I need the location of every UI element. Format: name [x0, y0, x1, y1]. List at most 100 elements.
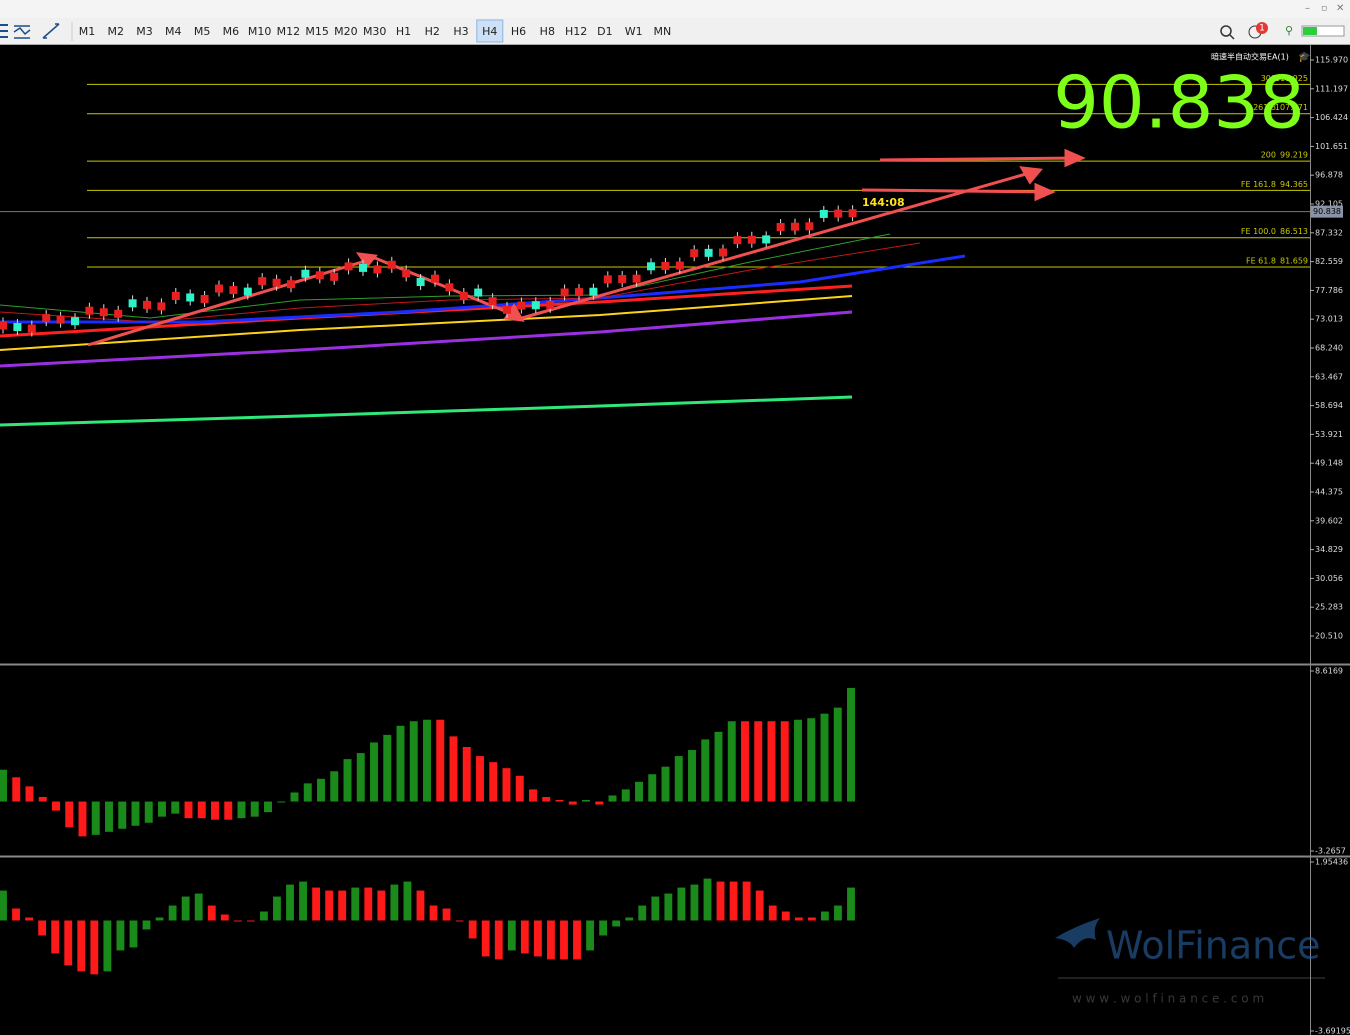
timeframe-button[interactable]: M15 — [305, 25, 329, 38]
timeframe-button[interactable]: M5 — [194, 25, 211, 38]
price-tick-label: 77.786 — [1315, 286, 1343, 295]
close-button[interactable]: ✕ — [1336, 3, 1344, 14]
timeframe-button[interactable]: H4 — [482, 25, 497, 38]
candle-body — [157, 302, 166, 311]
histogram-bar — [103, 920, 112, 972]
histogram-bar — [599, 920, 608, 936]
level-name: 200 — [1261, 151, 1276, 160]
histogram-bar — [38, 920, 47, 936]
histogram-bar — [90, 920, 99, 975]
restore-button[interactable]: ▫ — [1321, 4, 1327, 14]
moving-average — [0, 233, 891, 319]
histogram-bar — [716, 881, 725, 921]
candle-body — [143, 300, 151, 309]
candle-body — [488, 297, 497, 306]
notification-badge — [1256, 22, 1268, 34]
level-name: FE 100.0 — [1241, 227, 1276, 236]
histogram-bar — [224, 801, 233, 820]
current-price-big: 90.838 — [1053, 61, 1305, 145]
histogram-bar — [582, 800, 590, 802]
notification-count: 1 — [1259, 24, 1265, 34]
price-tick-label: 68.240 — [1315, 344, 1343, 353]
tool-icon[interactable] — [0, 24, 8, 38]
timeframe-button[interactable]: M4 — [165, 25, 182, 38]
timeframe-button[interactable]: H2 — [425, 25, 440, 38]
candle-body — [13, 323, 22, 332]
candle-body — [517, 301, 526, 310]
histogram-bar — [755, 890, 764, 921]
histogram-bar — [131, 801, 140, 826]
tool-icon[interactable] — [13, 25, 31, 39]
timeframe-button[interactable]: H12 — [565, 25, 587, 38]
level-name: FE 161.8 — [1241, 180, 1276, 189]
candle-body — [258, 277, 267, 286]
candle-body — [416, 278, 425, 287]
histogram-bar — [312, 887, 321, 921]
timeframe-button[interactable]: M6 — [223, 25, 240, 38]
histogram-bar — [635, 781, 643, 802]
candle-body — [603, 275, 612, 284]
candle-body — [791, 222, 799, 231]
histogram-bar — [621, 789, 630, 802]
timeframe-button[interactable]: M10 — [248, 25, 272, 38]
search-icon — [1229, 34, 1235, 40]
histogram-bar — [264, 801, 272, 813]
histogram-bar — [742, 881, 751, 921]
candle-body — [459, 291, 468, 300]
search-icon[interactable] — [1220, 25, 1232, 37]
histogram-bar — [118, 801, 127, 829]
histogram-bar — [820, 911, 829, 921]
histogram-bar — [91, 801, 100, 835]
histogram-bar — [0, 890, 7, 921]
histogram-bar — [260, 911, 268, 921]
timeframe-button[interactable]: H1 — [396, 25, 411, 38]
candle-body — [373, 265, 382, 274]
histogram-bar — [220, 914, 229, 921]
histogram-bar — [273, 896, 281, 921]
moving-average — [0, 295, 853, 351]
candle-body — [762, 235, 771, 244]
candle-body — [56, 315, 65, 324]
candle-body — [747, 235, 756, 244]
histogram-bar — [820, 713, 829, 802]
histogram-bar — [377, 890, 386, 921]
histogram-bar — [12, 777, 21, 802]
timeframe-button[interactable]: M30 — [363, 25, 387, 38]
histogram-bar — [436, 719, 445, 802]
histogram-bar — [476, 756, 484, 802]
timeframe-button[interactable]: H3 — [453, 25, 468, 38]
candle-body — [330, 272, 339, 281]
timeframe-button[interactable]: M1 — [79, 25, 96, 38]
histogram-bar — [833, 707, 842, 802]
histogram-bar — [184, 801, 193, 819]
candle-body — [171, 291, 180, 300]
timeframe-button[interactable]: H8 — [540, 25, 555, 38]
histogram-bar — [727, 721, 736, 802]
timeframe-button[interactable]: D1 — [597, 25, 612, 38]
timeframe-button[interactable]: M3 — [136, 25, 153, 38]
price-tick-label: 39.602 — [1315, 516, 1343, 525]
timeframe-button[interactable]: W1 — [625, 25, 643, 38]
histogram-bar — [664, 893, 673, 921]
indicator-min-label: -3.2657 — [1315, 847, 1346, 856]
histogram-bar — [638, 905, 647, 921]
histogram-bar — [168, 905, 177, 921]
timeframe-button[interactable]: MN — [654, 25, 672, 38]
timeframe-button[interactable]: M2 — [108, 25, 125, 38]
signal-icon[interactable]: ⚲ — [1285, 24, 1293, 37]
candle-body — [704, 248, 713, 257]
histogram-bar — [529, 789, 537, 802]
candle-body — [99, 308, 108, 317]
timeframe-button[interactable]: M20 — [334, 25, 358, 38]
price-tick-label: 82.559 — [1315, 257, 1343, 266]
candle-body — [402, 269, 411, 278]
histogram-bar — [343, 759, 352, 802]
timeframe-button[interactable]: M12 — [277, 25, 301, 38]
histogram-bar — [794, 719, 802, 802]
timeframe-button[interactable]: H6 — [511, 25, 526, 38]
histogram-bar — [533, 920, 542, 957]
minimize-button[interactable]: – — [1305, 3, 1310, 14]
histogram-bar — [25, 786, 34, 802]
tool-icon[interactable] — [42, 23, 60, 39]
candle-body — [503, 305, 511, 314]
